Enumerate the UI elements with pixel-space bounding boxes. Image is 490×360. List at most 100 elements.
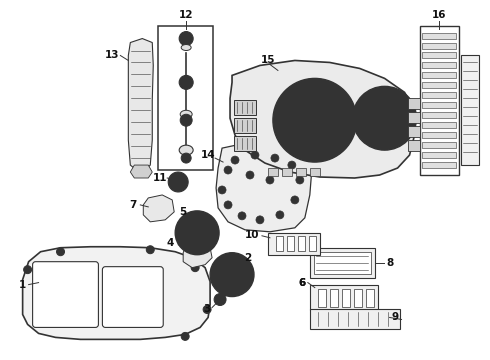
Bar <box>408 140 419 151</box>
Circle shape <box>179 32 193 45</box>
Circle shape <box>191 264 199 272</box>
Bar <box>422 62 456 68</box>
Circle shape <box>379 112 391 124</box>
Circle shape <box>231 156 239 164</box>
Circle shape <box>276 211 284 219</box>
Bar <box>310 248 375 278</box>
Circle shape <box>168 172 188 192</box>
Circle shape <box>246 171 254 179</box>
Bar <box>158 26 213 170</box>
Bar <box>366 289 374 306</box>
Bar <box>234 118 256 133</box>
Bar <box>422 32 456 39</box>
Circle shape <box>288 161 296 169</box>
FancyBboxPatch shape <box>102 267 163 328</box>
Text: 11: 11 <box>153 173 168 183</box>
Polygon shape <box>128 39 153 170</box>
Polygon shape <box>230 60 415 178</box>
Circle shape <box>179 75 193 89</box>
Circle shape <box>353 86 416 150</box>
Circle shape <box>228 271 236 279</box>
Circle shape <box>56 248 65 256</box>
Bar <box>408 126 419 137</box>
Ellipse shape <box>179 145 193 155</box>
Circle shape <box>224 201 232 209</box>
Bar <box>298 236 305 251</box>
Text: 1: 1 <box>19 280 26 289</box>
Bar <box>342 289 350 306</box>
Circle shape <box>238 212 246 220</box>
Text: 4: 4 <box>167 238 174 248</box>
Circle shape <box>181 153 191 163</box>
Bar <box>422 162 456 168</box>
Bar <box>462 55 479 165</box>
Circle shape <box>256 216 264 224</box>
Bar <box>314 252 370 274</box>
Circle shape <box>203 306 211 314</box>
Circle shape <box>273 78 357 162</box>
Bar <box>276 236 283 251</box>
Circle shape <box>210 253 254 297</box>
Text: 6: 6 <box>298 278 305 288</box>
Polygon shape <box>23 247 210 339</box>
Ellipse shape <box>180 110 192 118</box>
Text: 6: 6 <box>298 278 305 288</box>
Bar <box>422 142 456 148</box>
Bar <box>268 233 320 255</box>
Text: 8: 8 <box>386 258 393 268</box>
Circle shape <box>266 176 274 184</box>
Bar <box>234 100 256 115</box>
Bar <box>422 122 456 128</box>
Text: 9: 9 <box>391 312 398 323</box>
Bar <box>309 236 316 251</box>
Bar <box>422 112 456 118</box>
Circle shape <box>218 186 226 194</box>
Polygon shape <box>183 245 212 268</box>
Bar <box>422 102 456 108</box>
Text: 16: 16 <box>432 10 447 20</box>
Bar <box>422 132 456 138</box>
Bar <box>422 92 456 98</box>
Text: 10: 10 <box>245 230 259 240</box>
Bar <box>422 152 456 158</box>
Circle shape <box>217 297 223 302</box>
Polygon shape <box>143 195 174 222</box>
Bar <box>287 236 294 251</box>
Bar <box>354 289 362 306</box>
Circle shape <box>181 332 189 340</box>
Circle shape <box>173 177 183 187</box>
FancyBboxPatch shape <box>33 262 98 328</box>
Circle shape <box>291 196 299 204</box>
Text: 5: 5 <box>179 207 187 217</box>
Bar <box>310 168 320 176</box>
Bar <box>408 112 419 123</box>
Bar <box>408 98 419 109</box>
Polygon shape <box>216 142 312 232</box>
Bar <box>422 72 456 78</box>
Text: 3: 3 <box>203 305 211 315</box>
Circle shape <box>271 154 279 162</box>
Bar <box>318 289 326 306</box>
Text: 15: 15 <box>261 55 275 66</box>
Bar <box>422 53 456 58</box>
Bar <box>419 26 460 175</box>
Bar <box>310 310 399 329</box>
Circle shape <box>214 293 226 306</box>
Circle shape <box>251 151 259 159</box>
Circle shape <box>224 166 232 174</box>
Text: 13: 13 <box>105 50 120 60</box>
Bar <box>296 168 306 176</box>
Text: 2: 2 <box>245 253 252 263</box>
Text: 7: 7 <box>130 200 137 210</box>
Circle shape <box>180 114 192 126</box>
Polygon shape <box>130 165 152 178</box>
Bar <box>268 168 278 176</box>
Text: 14: 14 <box>201 150 216 160</box>
Bar <box>422 82 456 88</box>
Bar <box>310 285 378 310</box>
Circle shape <box>147 246 154 254</box>
Bar <box>422 42 456 49</box>
Circle shape <box>307 112 323 128</box>
Circle shape <box>24 266 32 274</box>
Ellipse shape <box>181 45 191 50</box>
